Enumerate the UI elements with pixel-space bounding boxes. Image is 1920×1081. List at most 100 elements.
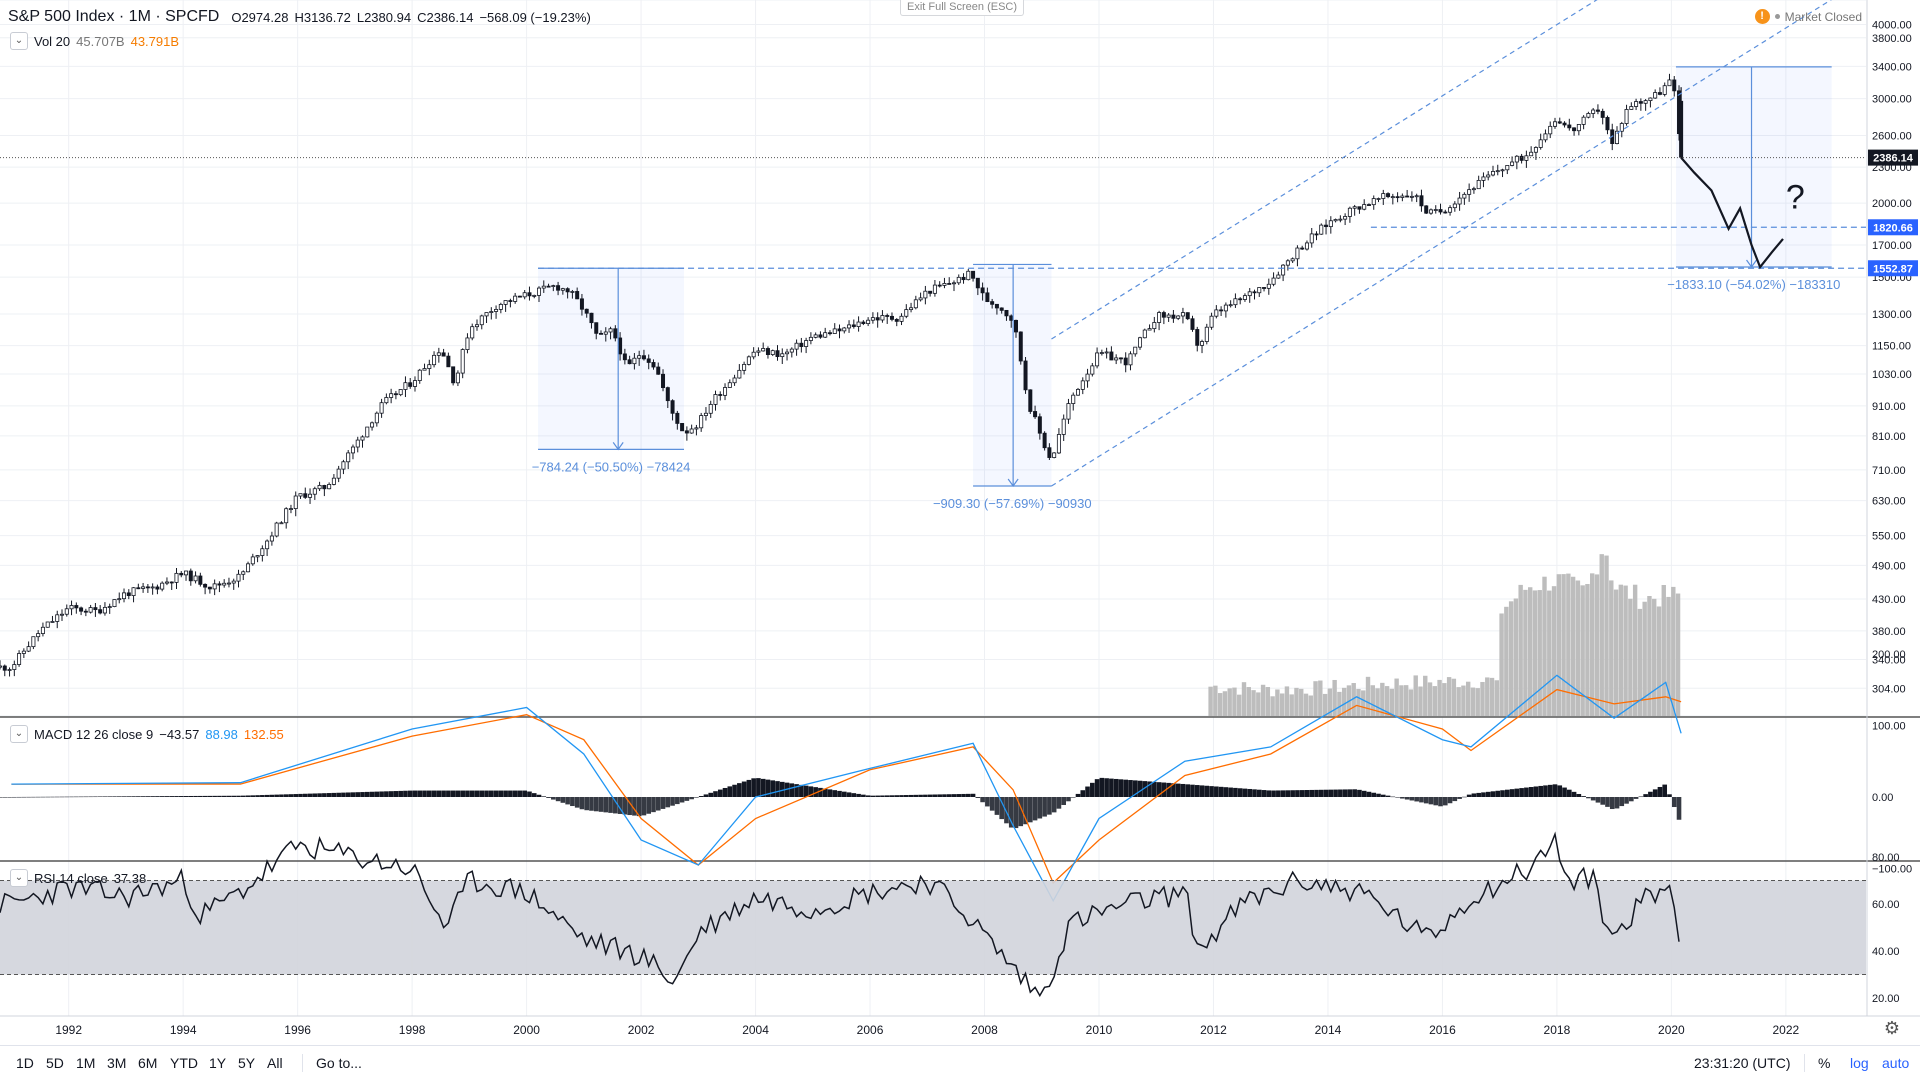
volume-bar bbox=[1470, 687, 1476, 716]
macd-histogram-bar bbox=[1037, 797, 1043, 819]
timeframe-3m[interactable]: 3M bbox=[107, 1055, 127, 1071]
time-tick-label: 2022 bbox=[1773, 1023, 1800, 1037]
candle-body bbox=[255, 555, 260, 558]
candle-body bbox=[608, 328, 613, 333]
timeframe-1m[interactable]: 1M bbox=[76, 1055, 96, 1071]
candle-body bbox=[470, 326, 475, 339]
timeframe-5y[interactable]: 5Y bbox=[238, 1055, 256, 1071]
candle-body bbox=[913, 299, 918, 309]
candle-body bbox=[1390, 196, 1395, 199]
macd-histogram-bar bbox=[1433, 797, 1439, 806]
last-candle-body bbox=[1679, 100, 1684, 158]
macd-histogram-bar bbox=[1175, 783, 1181, 797]
open-value: O2974.28 bbox=[231, 9, 289, 25]
macd-histogram-bar bbox=[126, 796, 132, 797]
candle-body bbox=[1257, 287, 1262, 294]
candle-body bbox=[1381, 193, 1386, 199]
macd-histogram-bar bbox=[1547, 784, 1553, 797]
candle-body bbox=[284, 508, 289, 524]
warning-icon[interactable]: ! bbox=[1754, 9, 1770, 24]
macd-histogram-bar bbox=[355, 792, 361, 797]
macd-histogram-bar bbox=[460, 790, 465, 797]
time-tick-label: 2014 bbox=[1315, 1023, 1342, 1037]
macd-histogram-bar bbox=[1233, 787, 1238, 797]
timeframe-6m[interactable]: 6M bbox=[138, 1055, 158, 1071]
macd-histogram-bar bbox=[1194, 785, 1200, 797]
volume-bar bbox=[1618, 584, 1624, 716]
macd-histogram-bar bbox=[1318, 789, 1324, 797]
timeframe-ytd[interactable]: YTD bbox=[170, 1055, 198, 1071]
timeframe-all[interactable]: All bbox=[267, 1055, 283, 1071]
clock-utc[interactable]: 23:31:20 (UTC) bbox=[1694, 1055, 1791, 1071]
symbol-title[interactable]: S&P 500 Index · 1M · SPCFD bbox=[8, 8, 220, 25]
candle-body bbox=[160, 582, 165, 590]
candle-body bbox=[236, 573, 241, 582]
candle-body bbox=[1400, 195, 1405, 198]
market-status-label: Market Closed bbox=[1784, 9, 1862, 24]
candle-body bbox=[637, 355, 642, 359]
macd-histogram-bar bbox=[956, 794, 962, 797]
settings-gear-icon[interactable]: ⚙ bbox=[1884, 1018, 1900, 1038]
measure-label: −784.24 (−50.50%) −78424 bbox=[532, 459, 691, 474]
macd-histogram-bar bbox=[1657, 786, 1663, 797]
chevron-down-icon[interactable]: ⌄ bbox=[10, 725, 28, 743]
macd-histogram-bar bbox=[698, 796, 704, 797]
macd-histogram-bar bbox=[93, 796, 98, 798]
goto-button[interactable]: Go to... bbox=[316, 1055, 362, 1071]
macd-histogram-bar bbox=[841, 791, 847, 797]
chevron-down-icon[interactable]: ⌄ bbox=[10, 869, 28, 887]
macd-histogram-bar bbox=[1171, 783, 1176, 797]
auto-scale-toggle[interactable]: auto bbox=[1882, 1055, 1910, 1071]
candle-body bbox=[451, 366, 456, 384]
macd-histogram-bar bbox=[670, 797, 675, 806]
candle-body bbox=[875, 317, 880, 321]
exit-fullscreen-button[interactable]: Exit Full Screen (ESC) bbox=[900, 0, 1025, 16]
macd-histogram-bar bbox=[551, 797, 556, 800]
candle-body bbox=[60, 613, 65, 616]
timeframe-1y[interactable]: 1Y bbox=[209, 1055, 227, 1071]
log-scale-toggle[interactable]: log bbox=[1850, 1055, 1869, 1071]
macd-histogram-bar bbox=[1533, 786, 1539, 797]
volume-bar bbox=[1585, 584, 1590, 716]
timeframe-1d[interactable]: 1D bbox=[16, 1055, 34, 1071]
macd-histogram-bar bbox=[918, 794, 923, 797]
candle-body bbox=[169, 581, 174, 584]
volume-bar bbox=[1418, 686, 1423, 716]
macd-histogram-bar bbox=[217, 795, 222, 797]
drawings-overlay[interactable]: −784.24 (−50.50%) −78424 −909.30 (−57.69%… bbox=[0, 0, 1866, 511]
chevron-down-icon[interactable]: ⌄ bbox=[10, 32, 28, 50]
macd-histogram-bar bbox=[799, 784, 804, 797]
candle-body bbox=[145, 586, 150, 589]
macd-histogram-bar bbox=[226, 795, 232, 797]
candle-body bbox=[804, 340, 809, 347]
macd-histogram-bar bbox=[345, 792, 351, 797]
price-legend: S&P 500 Index · 1M · SPCFD O2974.28 H313… bbox=[8, 8, 591, 26]
macd-histogram-bar bbox=[131, 796, 136, 797]
time-tick-label: 2000 bbox=[513, 1023, 540, 1037]
time-tick-label: 1994 bbox=[170, 1023, 197, 1037]
price-tick-label: 630.00 bbox=[1872, 496, 1906, 508]
macd-histogram-bar bbox=[851, 793, 857, 797]
macd-histogram-bar bbox=[675, 797, 680, 805]
volume-bar bbox=[1508, 601, 1514, 716]
macd-histogram-bar bbox=[326, 793, 332, 797]
candle-body bbox=[36, 633, 41, 638]
candle-body bbox=[446, 355, 451, 368]
macd-histogram-bar bbox=[240, 795, 246, 797]
candle-body bbox=[751, 351, 756, 358]
macd-histogram-bar bbox=[1600, 797, 1605, 805]
candle-body bbox=[370, 422, 375, 428]
timeframe-5d[interactable]: 5D bbox=[46, 1055, 64, 1071]
macd-histogram-bar bbox=[1476, 792, 1481, 797]
volume-bar bbox=[1527, 587, 1533, 716]
macd-histogram-bar bbox=[1228, 787, 1233, 797]
candle-body bbox=[341, 461, 346, 470]
candle-body bbox=[1076, 388, 1081, 396]
macd-tick-label: 100.00 bbox=[1872, 720, 1906, 732]
macd-histogram-bar bbox=[899, 795, 904, 797]
macd-histogram-bar bbox=[937, 794, 942, 797]
candle-body bbox=[1428, 209, 1433, 214]
percent-scale-toggle[interactable]: % bbox=[1818, 1055, 1831, 1071]
macd-histogram-bar bbox=[188, 795, 194, 797]
